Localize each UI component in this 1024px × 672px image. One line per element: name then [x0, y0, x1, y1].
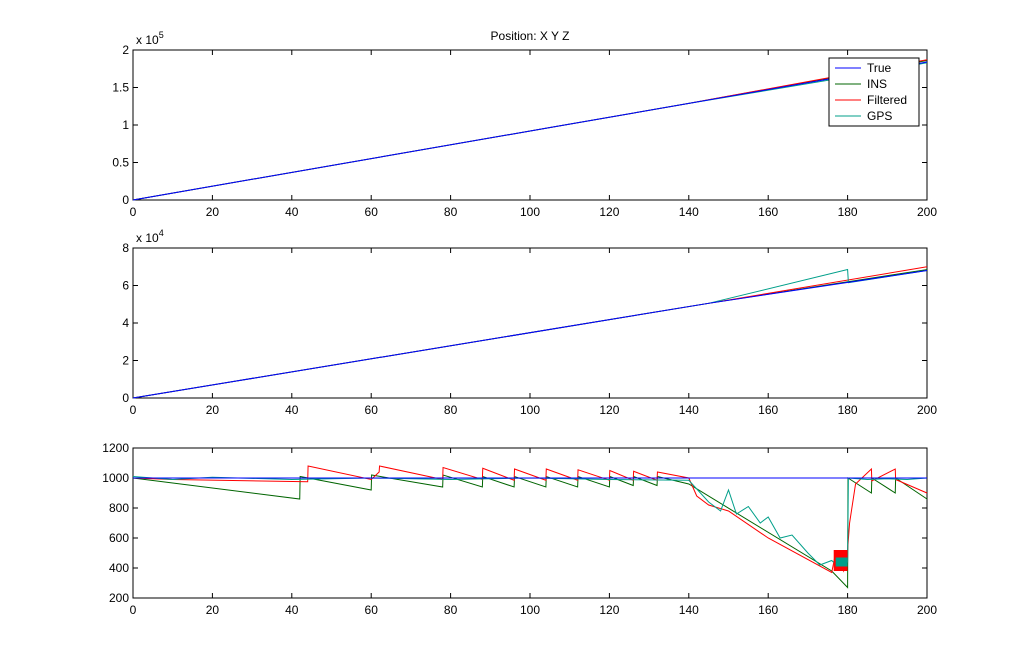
series-line-true	[132, 270, 928, 399]
x-tick-label: 120	[599, 205, 619, 219]
x-tick-label: 100	[520, 603, 540, 617]
series-line-filtered	[132, 465, 928, 574]
y-tick-label: 0	[122, 391, 129, 405]
y-tick-label: 0.5	[112, 156, 129, 170]
x-tick-label: 100	[520, 205, 540, 219]
y-tick-label: 1000	[102, 471, 129, 485]
x-tick-label: 20	[206, 403, 220, 417]
axes-box	[132, 447, 928, 599]
y-tick-label: 2	[122, 43, 129, 57]
series-line-ins	[132, 474, 928, 589]
y-tick-label: 1	[122, 118, 129, 132]
axes-box	[132, 49, 928, 201]
y-exponent-label: x 104	[136, 228, 164, 245]
y-tick-label: 1200	[102, 441, 129, 455]
y-tick-label: 200	[109, 591, 129, 605]
series-marks-gps-dense	[835, 557, 848, 567]
x-tick-label: 200	[917, 205, 937, 219]
legend-label-filtered: Filtered	[867, 93, 907, 107]
x-tick-label: 60	[365, 403, 379, 417]
legend-label-true: True	[867, 61, 892, 75]
x-tick-label: 20	[206, 603, 220, 617]
x-tick-label: 40	[285, 603, 299, 617]
x-tick-label: 60	[365, 603, 379, 617]
subplot-2: 0 20 40 60 80 100 120 140 160 180 200 0 2 4 6 8 x 104	[122, 228, 937, 417]
y-tick-label: 0	[122, 193, 129, 207]
x-tick-label: 20	[206, 205, 220, 219]
y-tick-label: 1.5	[112, 81, 129, 95]
legend-label-gps: GPS	[867, 109, 892, 123]
x-tick-label: 160	[758, 603, 778, 617]
x-tick-label: 180	[838, 403, 858, 417]
y-tick-label: 6	[122, 279, 129, 293]
subplot-1: 0 20 40 60 80 100 120 140 160 180 200 0 0.5 1 1.5 2 x 10…	[112, 30, 937, 219]
x-tick-label: 120	[599, 403, 619, 417]
y-tick-label: 8	[122, 241, 129, 255]
x-tick-label: 100	[520, 403, 540, 417]
y-tick-label: 800	[109, 501, 129, 515]
x-tick-label: 80	[444, 403, 458, 417]
x-tick-label: 80	[444, 603, 458, 617]
y-tick-label: 4	[122, 316, 129, 330]
x-tick-label: 120	[599, 603, 619, 617]
x-tick-label: 180	[838, 205, 858, 219]
x-tick-label: 200	[917, 603, 937, 617]
legend-label-ins: INS	[867, 77, 887, 91]
axes-box	[132, 247, 928, 399]
x-tick-label: 60	[365, 205, 379, 219]
figure-title: Position: X Y Z	[491, 29, 570, 43]
x-tick-label: 0	[130, 403, 137, 417]
x-tick-label: 140	[679, 205, 699, 219]
y-exponent-label: x 105	[136, 30, 164, 47]
x-tick-label: 40	[285, 205, 299, 219]
x-tick-label: 0	[130, 205, 137, 219]
y-tick-label: 600	[109, 531, 129, 545]
x-tick-label: 140	[679, 603, 699, 617]
series-line-gps	[132, 476, 928, 569]
y-tick-label: 400	[109, 561, 129, 575]
x-tick-label: 200	[917, 403, 937, 417]
x-tick-label: 0	[130, 603, 137, 617]
series-line-true	[132, 61, 928, 201]
legend: True INS Filtered GPS	[828, 57, 920, 127]
x-tick-label: 180	[838, 603, 858, 617]
x-tick-label: 40	[285, 403, 299, 417]
legend-box	[828, 57, 920, 127]
x-tick-label: 80	[444, 205, 458, 219]
x-tick-label: 160	[758, 205, 778, 219]
y-tick-label: 2	[122, 354, 129, 368]
x-tick-label: 140	[679, 403, 699, 417]
subplot-3: 0 20 40 60 80 100 120 140 160 180 200 200 400 600 800 1…	[102, 441, 937, 617]
x-tick-label: 160	[758, 403, 778, 417]
